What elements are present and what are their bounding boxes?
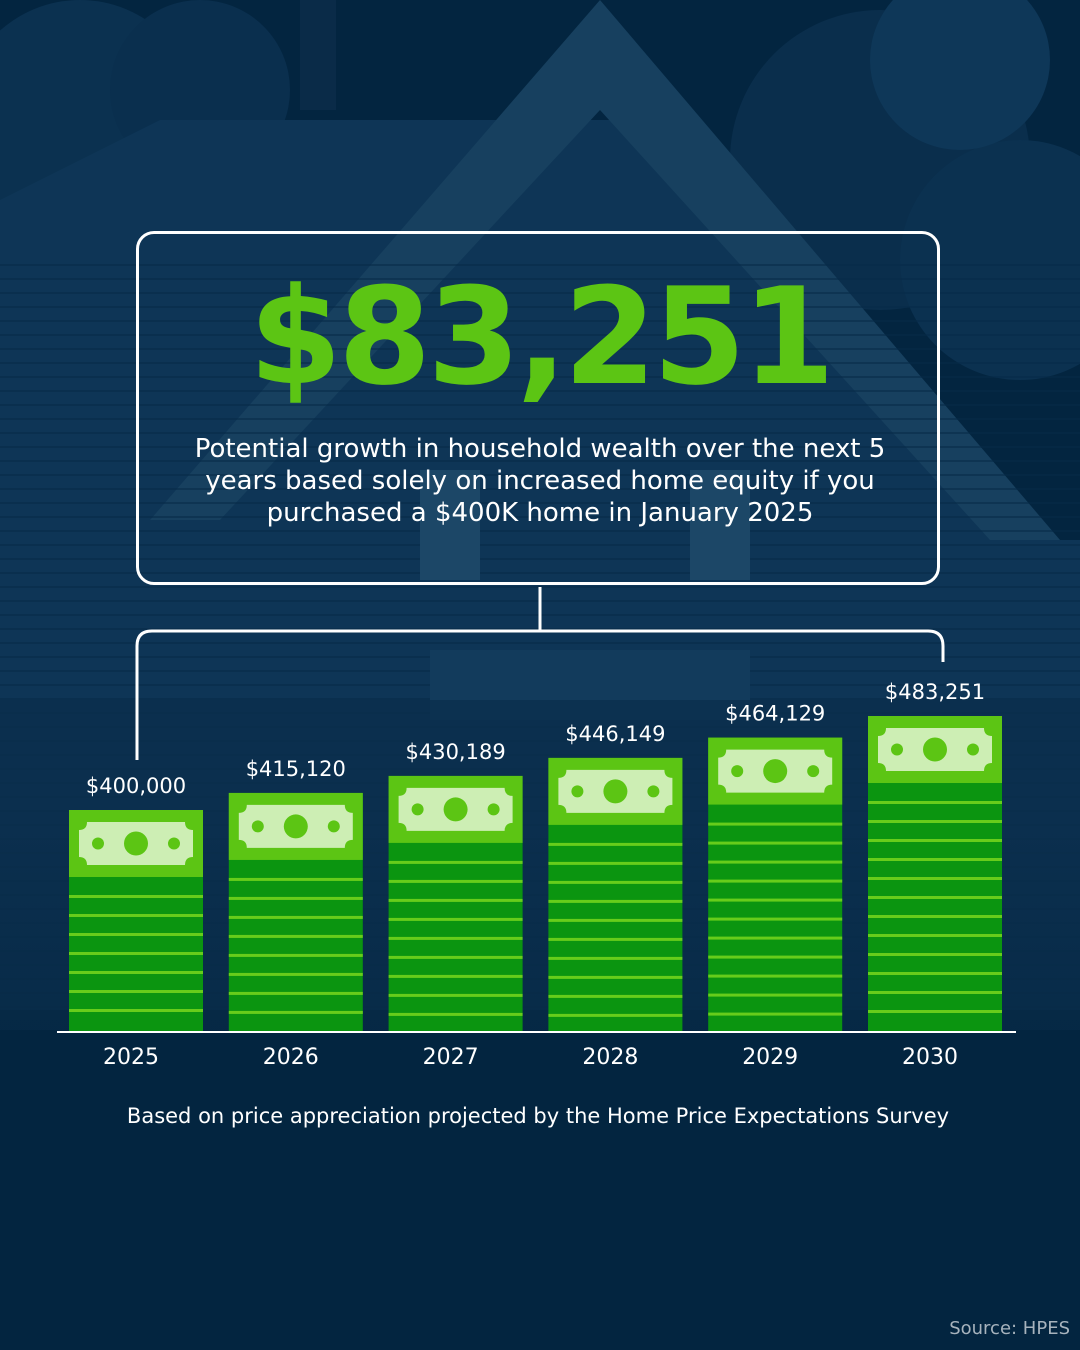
callout-box	[136, 231, 940, 585]
bar-2027: $430,189 2027	[388, 740, 523, 1070]
value-label-2027: $430,189	[405, 740, 505, 764]
bar-2028: $446,149 2028	[548, 722, 683, 1070]
home-value-bar-chart: $400,000 2025 $415,120 2026 $430,189 2027 $446…	[57, 587, 1016, 1070]
category-label-2026: 2026	[263, 1045, 319, 1070]
bar-2026: $415,120 2026	[228, 757, 363, 1070]
category-label-2027: 2027	[423, 1045, 479, 1070]
headline-value: $83,251	[248, 259, 835, 415]
category-label-2029: 2029	[742, 1045, 798, 1070]
connector-bracket	[135, 587, 945, 760]
bar-2029: $464,129 2029	[708, 702, 843, 1070]
value-label-2025: $400,000	[86, 774, 186, 798]
value-label-2028: $446,149	[565, 722, 665, 746]
category-label-2025: 2025	[103, 1045, 159, 1070]
category-label-2028: 2028	[582, 1045, 638, 1070]
value-label-2026: $415,120	[246, 757, 346, 781]
value-label-2029: $464,129	[725, 702, 825, 726]
bar-2030: $483,251 2030	[868, 680, 1002, 1070]
category-label-2030: 2030	[902, 1045, 958, 1070]
headline-description: Potential growth in household wealth ove…	[194, 434, 886, 528]
footnote: Based on price appreciation projected by…	[126, 1104, 950, 1128]
value-label-2030: $483,251	[885, 680, 985, 704]
bar-2025: $400,000 2025	[69, 774, 203, 1070]
source-credit: Source: HPES	[949, 1318, 1070, 1339]
